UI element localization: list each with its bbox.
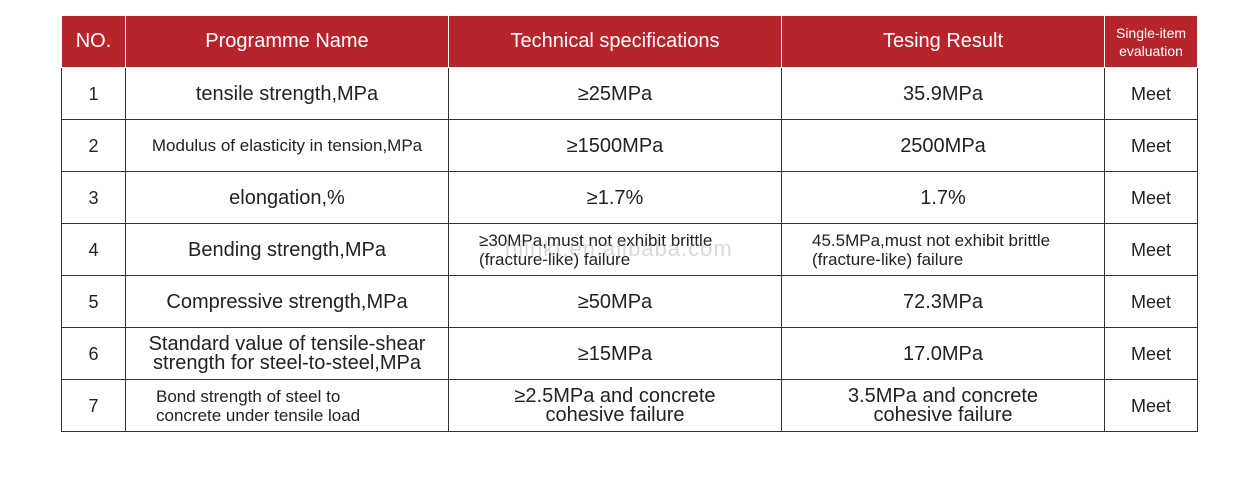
- row-number: 5: [61, 275, 126, 328]
- row-number: 4: [61, 223, 126, 276]
- table-row: 6 Standard value of tensile-shear streng…: [61, 327, 1198, 380]
- technical-specification: ≥25MPa: [448, 67, 782, 120]
- result-line1: 3.5MPa and concrete: [847, 384, 1039, 407]
- testing-result: 35.9MPa: [781, 67, 1105, 120]
- header-eval-line2: evaluation: [1119, 42, 1183, 59]
- result-line2: (fracture-like) failure: [812, 249, 964, 269]
- row-number: 3: [61, 171, 126, 224]
- technical-specification: ≥15MPa: [448, 327, 782, 380]
- header-eval-line1: Single-item: [1115, 24, 1187, 41]
- programme-name: Modulus of elasticity in tension,MPa: [125, 119, 449, 172]
- evaluation: Meet: [1104, 171, 1198, 224]
- name-line1: Bond strength of steel to: [156, 386, 341, 406]
- table-header-row: NO. Programme Name Technical specificati…: [61, 16, 1198, 68]
- header-technical-specifications: Technical specifications: [448, 16, 782, 68]
- programme-name: Bending strength,MPa: [125, 223, 449, 276]
- row-number: 2: [61, 119, 126, 172]
- testing-result: 3.5MPa and concrete cohesive failure: [781, 379, 1105, 432]
- table-row: 7 Bond strength of steel to concrete und…: [61, 379, 1198, 432]
- testing-result: 72.3MPa: [781, 275, 1105, 328]
- technical-specification: ≥2.5MPa and concrete cohesive failure: [448, 379, 782, 432]
- testing-result: 2500MPa: [781, 119, 1105, 172]
- table-row: 4 Bending strength,MPa ≥30MPa,must not e…: [61, 223, 1198, 276]
- name-line1: Standard value of tensile-shear: [148, 332, 426, 355]
- spec-line2: (fracture-like) failure: [479, 249, 631, 269]
- testing-result: 17.0MPa: [781, 327, 1105, 380]
- table-row: 1 tensile strength,MPa ≥25MPa 35.9MPa Me…: [61, 67, 1198, 120]
- table-row: 5 Compressive strength,MPa ≥50MPa 72.3MP…: [61, 275, 1198, 328]
- programme-name: elongation,%: [125, 171, 449, 224]
- header-testing-result: Tesing Result: [781, 16, 1105, 68]
- header-single-item-evaluation: Single-item evaluation: [1104, 16, 1198, 68]
- spec-line1: ≥30MPa,must not exhibit brittle: [479, 230, 713, 250]
- evaluation: Meet: [1104, 275, 1198, 328]
- technical-specification: ≥50MPa: [448, 275, 782, 328]
- evaluation: Meet: [1104, 119, 1198, 172]
- header-programme-name: Programme Name: [125, 16, 449, 68]
- technical-specification: ≥1.7%: [448, 171, 782, 224]
- evaluation: Meet: [1104, 223, 1198, 276]
- table-row: 2 Modulus of elasticity in tension,MPa ≥…: [61, 119, 1198, 172]
- programme-name: Bond strength of steel to concrete under…: [125, 379, 449, 432]
- spec-line1: ≥2.5MPa and concrete: [514, 384, 716, 407]
- specification-table: NO. Programme Name Technical specificati…: [61, 16, 1198, 432]
- technical-specification: ≥30MPa,must not exhibit brittle (fractur…: [448, 223, 782, 276]
- programme-name: tensile strength,MPa: [125, 67, 449, 120]
- programme-name: Compressive strength,MPa: [125, 275, 449, 328]
- row-number: 6: [61, 327, 126, 380]
- table-row: 3 elongation,% ≥1.7% 1.7% Meet: [61, 171, 1198, 224]
- row-number: 7: [61, 379, 126, 432]
- result-line2: cohesive failure: [873, 403, 1013, 426]
- evaluation: Meet: [1104, 327, 1198, 380]
- testing-result: 45.5MPa,must not exhibit brittle (fractu…: [781, 223, 1105, 276]
- name-line2: concrete under tensile load: [156, 405, 361, 425]
- evaluation: Meet: [1104, 379, 1198, 432]
- name-line2: strength for steel-to-steel,MPa: [153, 351, 421, 374]
- technical-specification: ≥1500MPa: [448, 119, 782, 172]
- programme-name: Standard value of tensile-shear strength…: [125, 327, 449, 380]
- row-number: 1: [61, 67, 126, 120]
- evaluation: Meet: [1104, 67, 1198, 120]
- testing-result: 1.7%: [781, 171, 1105, 224]
- spec-line2: cohesive failure: [545, 403, 685, 426]
- header-no: NO.: [61, 16, 126, 68]
- result-line1: 45.5MPa,must not exhibit brittle: [812, 230, 1051, 250]
